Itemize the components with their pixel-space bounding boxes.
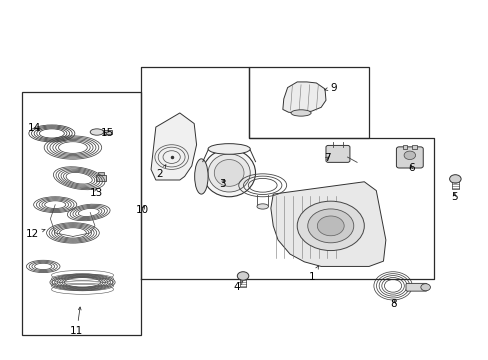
Text: 5: 5 <box>450 192 457 202</box>
Circle shape <box>297 201 364 251</box>
Circle shape <box>420 284 429 291</box>
Bar <box>411 145 416 149</box>
Circle shape <box>237 272 248 280</box>
Ellipse shape <box>290 110 310 116</box>
Bar <box>21 92 141 335</box>
Ellipse shape <box>208 154 250 192</box>
Bar <box>249 67 368 138</box>
FancyBboxPatch shape <box>325 145 349 162</box>
Bar <box>402 145 407 149</box>
FancyBboxPatch shape <box>405 283 426 291</box>
Text: 6: 6 <box>407 163 414 173</box>
Ellipse shape <box>203 149 255 197</box>
Text: 11: 11 <box>70 307 83 336</box>
Circle shape <box>317 216 344 236</box>
Circle shape <box>403 151 415 159</box>
Ellipse shape <box>90 129 103 135</box>
Text: 10: 10 <box>136 205 149 215</box>
Ellipse shape <box>194 159 208 194</box>
Polygon shape <box>151 113 196 180</box>
Text: 13: 13 <box>89 188 102 198</box>
Text: 3: 3 <box>218 179 225 189</box>
Text: 12: 12 <box>26 229 45 239</box>
Circle shape <box>307 209 353 243</box>
Ellipse shape <box>256 204 268 209</box>
Text: 4: 4 <box>233 281 243 292</box>
Bar <box>98 172 103 175</box>
Text: 9: 9 <box>324 82 336 93</box>
Text: 14: 14 <box>28 123 41 134</box>
Bar <box>102 130 112 135</box>
FancyBboxPatch shape <box>396 147 423 168</box>
Bar <box>96 175 105 181</box>
Circle shape <box>448 175 460 183</box>
Text: 2: 2 <box>156 165 165 179</box>
Ellipse shape <box>214 159 244 186</box>
Text: 15: 15 <box>101 129 114 139</box>
Polygon shape <box>270 182 385 266</box>
Polygon shape <box>282 82 325 113</box>
Text: 8: 8 <box>390 299 397 309</box>
Text: 1: 1 <box>308 266 318 282</box>
Ellipse shape <box>208 144 250 154</box>
Text: 7: 7 <box>323 153 329 163</box>
